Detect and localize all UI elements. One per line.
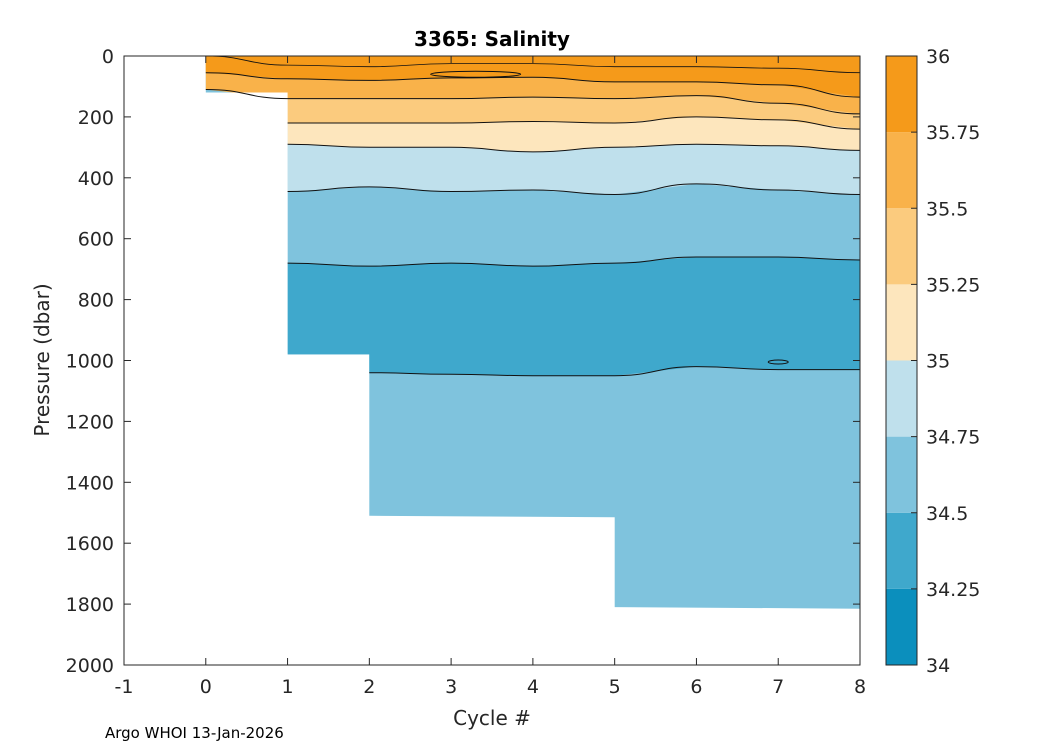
contour-line-35.5-0 xyxy=(205,72,861,98)
colorbar-swatch xyxy=(886,588,917,665)
x-axis: -1 0 1 2 3 4 5 6 7 8 xyxy=(115,56,866,698)
colorbar-swatch xyxy=(886,208,917,285)
colorbar-tick-label: 34.25 xyxy=(926,579,980,601)
footer-credit: Argo WHOI 13-Jan-2026 xyxy=(105,724,284,742)
contour-line-34.25-5 xyxy=(287,256,861,267)
x-tick-label: 8 xyxy=(854,676,866,698)
y-tick-label: 1800 xyxy=(66,594,114,616)
contour-line-35.25-1 xyxy=(205,89,861,115)
contour-line-34.25-6 xyxy=(369,366,860,377)
y-tick-label: 1400 xyxy=(66,472,114,494)
colorbar-tick-label: 34.75 xyxy=(926,427,980,449)
x-tick-label: 5 xyxy=(609,676,621,698)
chart-title: 3365: Salinity xyxy=(414,27,570,51)
colorbar-swatch xyxy=(886,512,917,589)
contour-line-34.75-3 xyxy=(287,143,861,153)
no-data-mask xyxy=(205,92,288,665)
contour-line-34.5-4 xyxy=(287,183,861,196)
x-tick-label: -1 xyxy=(115,676,134,698)
x-tick-label: 6 xyxy=(690,676,702,698)
y-axis-label: Pressure (dbar) xyxy=(30,283,54,436)
y-tick-label: 400 xyxy=(78,168,114,190)
colorbar-tick-label: 35.25 xyxy=(926,274,980,296)
colorbar-tick-label: 35.5 xyxy=(926,198,968,220)
contour-line-surface xyxy=(205,55,861,74)
contour-line-35-2 xyxy=(287,116,861,130)
y-tick-label: 1600 xyxy=(66,533,114,555)
y-tick-label: 200 xyxy=(78,107,114,129)
colorbar-tick-label: 35.75 xyxy=(926,122,980,144)
colorbar-tick-label: 35 xyxy=(926,351,950,373)
x-axis-label: Cycle # xyxy=(453,706,531,730)
colorbar-swatch xyxy=(886,56,917,133)
colorbar-swatch xyxy=(886,436,917,513)
x-tick-label: 7 xyxy=(772,676,784,698)
y-tick-label: 1200 xyxy=(66,411,114,433)
y-tick-label: 2000 xyxy=(66,655,114,677)
y-tick-label: 600 xyxy=(78,229,114,251)
colorbar: 34 34.25 34.5 34.75 35 35.25 35.5 35.75 36 xyxy=(885,46,980,677)
contour-lines xyxy=(205,55,861,377)
contour-fills xyxy=(205,56,861,665)
x-tick-label: 1 xyxy=(282,676,294,698)
colorbar-tick-label: 36 xyxy=(926,46,950,68)
x-tick-label: 2 xyxy=(363,676,375,698)
band-34.25-34.5 xyxy=(287,257,861,376)
x-tick-label: 4 xyxy=(527,676,539,698)
eddy-contour-upper xyxy=(430,70,522,78)
colorbar-tick-label: 34.5 xyxy=(926,503,968,525)
x-tick-label: 0 xyxy=(200,676,212,698)
x-tick-label: 3 xyxy=(445,676,457,698)
y-tick-label: 0 xyxy=(102,46,114,68)
y-tick-label: 800 xyxy=(78,290,114,312)
colorbar-swatch xyxy=(886,132,917,209)
colorbar-tick-label: 34 xyxy=(926,655,950,677)
eddy-contour-deep xyxy=(767,359,789,365)
colorbar-swatch xyxy=(886,284,917,361)
y-axis: 0 200 400 600 800 1000 1200 1400 1600 1800 2000 xyxy=(66,46,860,677)
colorbar-swatch xyxy=(886,360,917,437)
y-tick-label: 1000 xyxy=(66,351,114,373)
